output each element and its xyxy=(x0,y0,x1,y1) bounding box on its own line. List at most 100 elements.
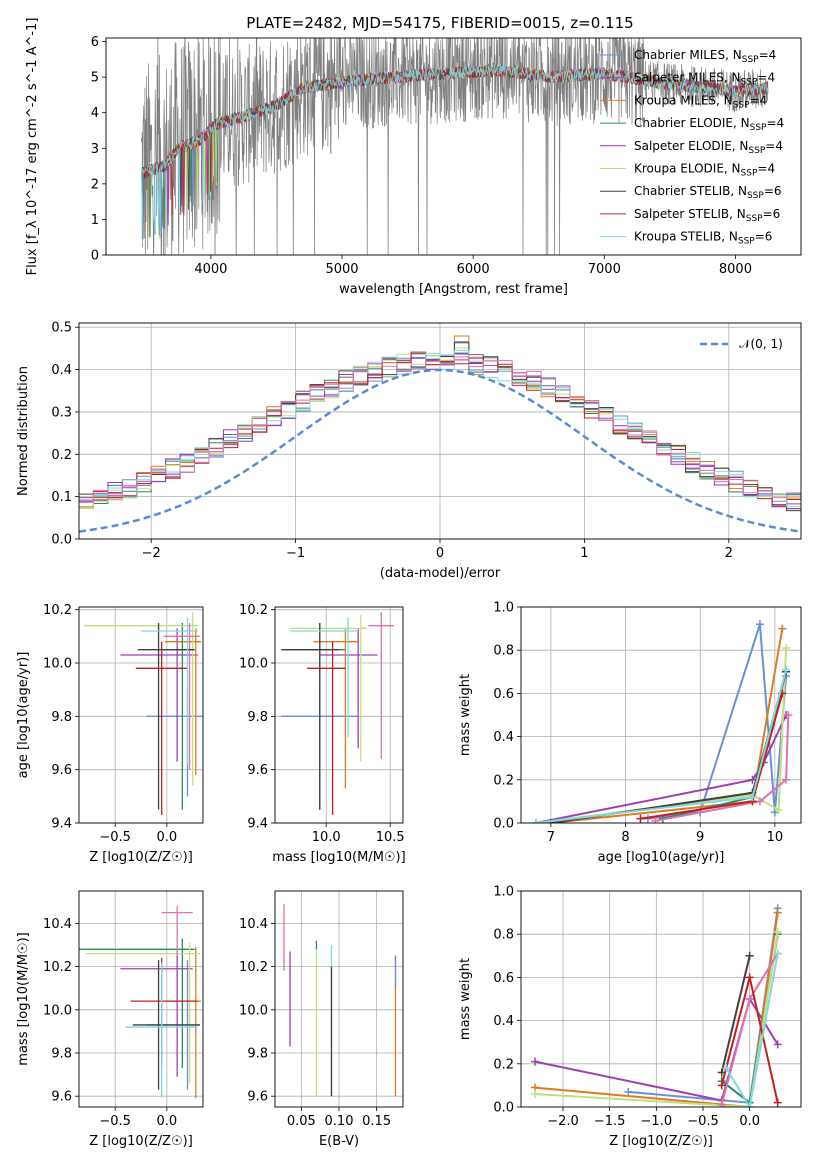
legend-entry-label: Chabrier STELIB, N xyxy=(634,184,747,198)
weight-marker xyxy=(778,624,787,633)
weight-vs-age-xtick-label: 9 xyxy=(696,830,704,845)
errorbar-point xyxy=(135,641,188,815)
age-vs-mass-axes: 10.0 10.5 9.4 9.6 9.8 10.0 10.2 mass [log10(M/M… xyxy=(239,603,406,865)
weight-marker xyxy=(531,1090,539,1099)
spectrum-xtick-label: 7000 xyxy=(588,262,621,277)
weight-series-line xyxy=(550,671,788,823)
mass-vs-EBV-xtick-label: 0.15 xyxy=(362,1114,391,1129)
residuals-ytick-label: 0.3 xyxy=(51,405,72,420)
residuals-ytick-label: 0.4 xyxy=(51,363,72,378)
weight-marker xyxy=(773,1098,782,1107)
weight-marker xyxy=(784,711,793,719)
weight-series xyxy=(531,644,791,823)
age-vs-mass-ytick-label: 10.2 xyxy=(239,603,268,618)
errorbar-point xyxy=(86,942,200,1084)
age-vs-Z-frame xyxy=(78,606,204,824)
weight-marker xyxy=(745,1103,754,1107)
residuals-xtick-label: −1 xyxy=(286,546,305,561)
spectrum-xtick-label: 4000 xyxy=(194,262,227,277)
errorbar-point xyxy=(163,623,200,770)
residuals-xlabel: (data-model)/error xyxy=(380,566,501,581)
weight-vs-Z-xtick-label: 0.0 xyxy=(739,1114,760,1129)
mass-vs-EBV-xlabel: E(B-V) xyxy=(319,1134,359,1149)
weight-vs-Z-ytick-label: 0.6 xyxy=(493,971,514,986)
age-vs-Z-ylabel: age [log10(age/yr)] xyxy=(16,652,31,779)
mass-vs-Z-ytick-label: 10.0 xyxy=(43,1003,72,1018)
age-vs-Z-ytick-label: 9.4 xyxy=(51,817,72,832)
spectrum-ytick-label: 2 xyxy=(91,177,99,192)
weight-marker xyxy=(773,949,782,958)
age-vs-mass-ytick-label: 9.6 xyxy=(247,763,268,778)
weight-vs-age-ylabel: mass weight xyxy=(458,674,473,756)
weight-series-line xyxy=(655,714,790,822)
age-vs-mass-xlabel: mass [log10(M/M☉)] xyxy=(272,850,405,865)
age-vs-mass-ytick-label: 10.0 xyxy=(239,657,268,672)
spectrum-ytick-label: 0 xyxy=(91,249,99,264)
residuals-xtick-label: 1 xyxy=(580,546,588,561)
errorbar-point xyxy=(125,962,198,1097)
weight-marker xyxy=(745,995,754,1003)
normal-legend-label: 𝒩(0, 1) xyxy=(739,337,783,351)
weight-vs-Z-frame xyxy=(520,890,802,1108)
weight-series xyxy=(651,711,793,823)
legend-entry-label: Kroupa ELODIE, N xyxy=(634,162,741,176)
weight-marker xyxy=(651,816,660,823)
errorbar-point xyxy=(307,641,346,815)
spectrum-ytick-label: 5 xyxy=(91,71,99,86)
weight-marker xyxy=(773,908,782,917)
legend-entry-label: Kroupa STELIB, N xyxy=(634,230,738,244)
weight-marker xyxy=(636,814,645,823)
residuals-ytick-label: 0.1 xyxy=(51,490,72,505)
weight-vs-Z-plot-area xyxy=(531,904,782,1107)
weight-vs-age-ytick-label: 0.0 xyxy=(493,817,514,832)
legend-entry-label: Salpeter STELIB, N xyxy=(634,207,746,221)
spectrum-frame xyxy=(105,37,802,256)
age-vs-mass-plot-area xyxy=(281,612,395,815)
normal-curve xyxy=(79,368,801,533)
weight-series xyxy=(531,711,791,823)
spectrum-plot-area xyxy=(140,38,769,255)
weight-marker xyxy=(782,644,791,653)
age-vs-Z-xlabel: Z [log10(Z/Z☉)] xyxy=(89,850,193,865)
weight-series-line xyxy=(534,931,779,1107)
legend-entry: Kroupa STELIB, NSSP=6 xyxy=(634,230,772,247)
errorbar-point xyxy=(368,612,395,759)
mass-vs-Z-plot-area xyxy=(79,906,201,1099)
errorbar-point xyxy=(120,947,193,1077)
weight-vs-age-ytick-label: 0.2 xyxy=(493,773,514,788)
legend-entry: Chabrier ELODIE, NSSP=4 xyxy=(634,116,784,133)
mass-vs-EBV-axes: 0.05 0.10 0.15 9.6 9.8 10.0 10.2 10.4 E(B-V) xyxy=(239,890,404,1149)
legend-entry-sub: SSP xyxy=(748,146,765,156)
errorbar-point xyxy=(290,617,359,738)
mass-vs-EBV-ytick-label: 10.4 xyxy=(239,917,268,932)
weight-vs-Z-xlabel: Z [log10(Z/Z☉)] xyxy=(609,1134,713,1149)
legend-entry-suffix: =4 xyxy=(766,116,784,130)
residuals-ytick-label: 0.2 xyxy=(51,448,72,463)
weight-marker xyxy=(782,775,791,784)
weight-vs-age-axes: 7 8 9 10 0.0 0.2 0.4 0.6 0.8 1.0 age [log10(age/yr… xyxy=(458,601,802,865)
weight-vs-age-ytick-label: 0.6 xyxy=(493,687,514,702)
legend-entry-sub: SSP xyxy=(746,214,763,224)
legend-entry-suffix: =4 xyxy=(750,93,768,107)
age-vs-Z-ytick-label: 10.2 xyxy=(43,603,72,618)
weight-marker xyxy=(717,1081,726,1090)
spectrum-ylabel: Flux [f_λ 10^-17 erg cm^-2 s^-1 A^-1] xyxy=(25,18,40,276)
weight-vs-age-ytick-label: 0.8 xyxy=(493,644,514,659)
legend-entry-sub: SSP xyxy=(742,55,759,65)
legend-entry-suffix: =4 xyxy=(757,71,775,85)
weight-vs-Z-axes: −2.0 −1.5 −1.0 −0.5 0.0 0.0 0.2 0.4 0.6 0.8 1.0 Z [… xyxy=(458,885,802,1149)
legend-entry-suffix: =4 xyxy=(759,48,777,62)
weight-series-line xyxy=(535,669,788,823)
weight-series-line xyxy=(534,912,779,1107)
legend-entry-label: Salpeter ELODIE, N xyxy=(634,139,748,153)
mass-vs-Z-axes: −0.5 0.0 9.6 9.8 10.0 10.2 10.4 Z [log10(Z/Z☉)]… xyxy=(16,890,204,1149)
legend-entry-sub: SSP xyxy=(738,237,755,247)
weight-marker xyxy=(774,806,783,815)
spectrum-ytick-label: 6 xyxy=(91,35,99,50)
weight-series-line xyxy=(720,955,751,1073)
weight-series xyxy=(717,973,782,1107)
age-vs-Z-axes: −0.5 0.0 9.4 9.6 9.8 10.0 10.2 Z [log10(Z/Z☉)] a… xyxy=(16,603,204,865)
legend-entry: Salpeter STELIB, NSSP=6 xyxy=(634,207,780,224)
mass-vs-Z-ylabel: mass [log10(M/M☉)] xyxy=(16,932,31,1065)
